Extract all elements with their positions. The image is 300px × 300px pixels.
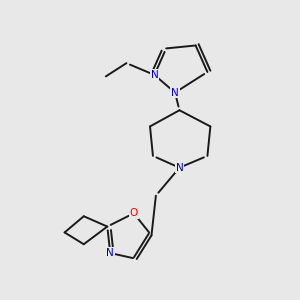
Text: N: N: [106, 248, 114, 258]
Text: N: N: [176, 163, 183, 173]
Text: N: N: [171, 88, 179, 98]
Text: N: N: [151, 70, 158, 80]
Text: O: O: [130, 208, 138, 218]
